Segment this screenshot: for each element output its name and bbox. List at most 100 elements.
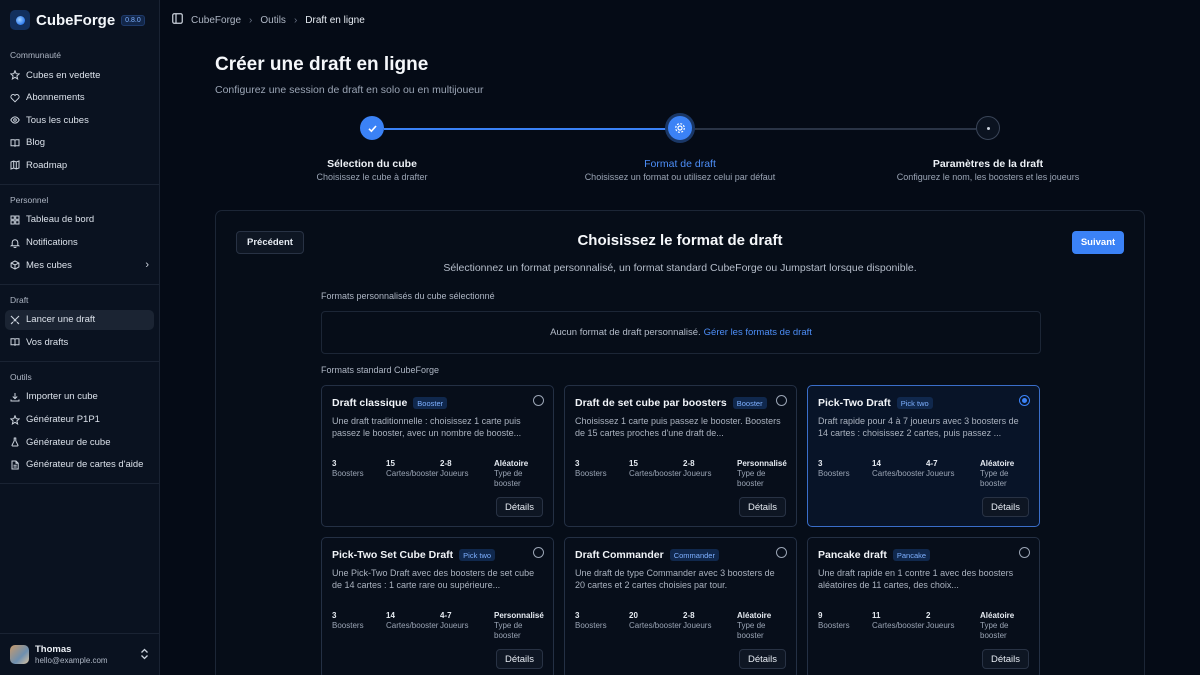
sidebar-item[interactable]: Abonnements bbox=[5, 88, 154, 108]
sidebar-item[interactable]: Notifications bbox=[5, 233, 154, 253]
breadcrumb-item-home[interactable]: CubeForge bbox=[191, 14, 242, 26]
format-radio[interactable] bbox=[776, 547, 787, 558]
step-2-indicator[interactable] bbox=[668, 116, 692, 140]
grid-icon bbox=[10, 215, 20, 225]
stat-type: Personnalisé Type de booster bbox=[494, 611, 544, 641]
sidebar-item-label: Abonnements bbox=[26, 92, 85, 104]
details-button[interactable]: Détails bbox=[981, 497, 1029, 517]
stat-label: Type de booster bbox=[737, 621, 766, 640]
stat-players: 4-7 Joueurs bbox=[440, 611, 468, 631]
sidebar-item-label: Générateur de cube bbox=[26, 436, 111, 448]
stat-boosters: 3 Boosters bbox=[332, 611, 364, 631]
format-radio[interactable] bbox=[533, 395, 544, 406]
format-card[interactable]: Pick-Two Set Cube Draft Pick two Une Pic… bbox=[321, 537, 554, 675]
format-description: Une draft rapide en 1 contre 1 avec des … bbox=[818, 568, 1014, 590]
custom-formats-empty: Aucun format de draft personnalisé. Gére… bbox=[321, 311, 1041, 354]
sidebar-item-label: Générateur P1P1 bbox=[26, 414, 100, 426]
details-button[interactable]: Détails bbox=[495, 497, 543, 517]
book-icon bbox=[10, 138, 20, 148]
heart-icon bbox=[10, 93, 20, 103]
format-title: Draft de set cube par boosters bbox=[575, 397, 727, 409]
stat-cards: 11 Cartes/booster bbox=[872, 611, 924, 631]
format-title: Pick-Two Set Cube Draft bbox=[332, 549, 454, 561]
sidebar-section: Personnel Tableau de bord Notifications Mes… bbox=[0, 185, 159, 285]
sidebar-item[interactable]: Lancer une draft bbox=[5, 309, 154, 330]
stat-value: 20 bbox=[629, 611, 638, 620]
stat-boosters: 9 Boosters bbox=[818, 611, 850, 631]
details-button[interactable]: Détails bbox=[738, 497, 786, 517]
stat-value: 3 bbox=[575, 459, 580, 468]
stat-label: Joueurs bbox=[683, 621, 712, 630]
sidebar-item[interactable]: Blog bbox=[5, 133, 154, 153]
format-radio[interactable] bbox=[1019, 395, 1030, 406]
sidebar-item[interactable]: Importer un cube bbox=[5, 387, 154, 407]
sidebar-toggle-icon[interactable] bbox=[172, 13, 183, 27]
star-icon bbox=[10, 70, 20, 80]
format-panel: Précédent Choisissez le format de draft … bbox=[215, 210, 1145, 675]
details-button[interactable]: Détails bbox=[495, 649, 543, 669]
sidebar-item[interactable]: Mes cubes › bbox=[5, 255, 154, 275]
step-3-indicator[interactable] bbox=[976, 116, 1000, 140]
sidebar-item[interactable]: Tous les cubes bbox=[5, 110, 154, 130]
format-card[interactable]: Draft de set cube par boosters Booster C… bbox=[564, 385, 797, 527]
stat-value: 14 bbox=[872, 459, 881, 468]
format-card[interactable]: Pancake draft Pancake Une draft rapide e… bbox=[807, 537, 1040, 675]
user-menu[interactable]: Thomas hello@example.com bbox=[0, 633, 159, 675]
star-icon bbox=[10, 414, 20, 425]
breadcrumb-item-tools[interactable]: Outils bbox=[260, 14, 286, 26]
format-card[interactable]: Draft Commander Commander Une draft de t… bbox=[564, 537, 797, 675]
format-title: Draft Commander bbox=[575, 549, 664, 561]
step-1-indicator[interactable] bbox=[360, 116, 384, 140]
stat-players: 2 Joueurs bbox=[926, 611, 954, 631]
format-badge: Booster bbox=[732, 397, 767, 409]
sidebar-item[interactable]: Générateur de cartes d'aide bbox=[5, 455, 154, 475]
page-title: Créer une draft en ligne bbox=[215, 54, 429, 75]
user-email: hello@example.com bbox=[35, 656, 108, 665]
step-2-desc: Choisissez un format ou utilisez celui p… bbox=[584, 172, 776, 182]
sidebar-item[interactable]: Tableau de bord bbox=[5, 210, 154, 230]
manage-formats-link[interactable]: Gérer les formats de draft bbox=[703, 327, 812, 338]
stat-boosters: 3 Boosters bbox=[332, 459, 364, 479]
format-description: Draft rapide pour 4 à 7 joueurs avec 3 b… bbox=[818, 416, 1019, 438]
details-button[interactable]: Détails bbox=[738, 649, 786, 669]
format-card[interactable]: Draft classique Booster Une draft tradit… bbox=[321, 385, 554, 527]
stat-players: 2-8 Joueurs bbox=[683, 611, 711, 631]
format-title: Pancake draft bbox=[818, 549, 887, 561]
format-description: Une Pick-Two Draft avec des boosters de … bbox=[332, 568, 535, 590]
cube-icon bbox=[10, 260, 20, 270]
format-description: Choisissez 1 carte puis passez le booste… bbox=[575, 416, 781, 438]
stat-value: 14 bbox=[386, 611, 395, 620]
standard-formats-label: Formats standard CubeForge bbox=[321, 365, 440, 375]
next-button[interactable]: Suivant bbox=[1072, 231, 1124, 254]
format-radio[interactable] bbox=[533, 547, 544, 558]
stat-type: Aléatoire Type de booster bbox=[980, 459, 1024, 489]
stat-players: 2-8 Joueurs bbox=[440, 459, 468, 479]
chevron-up-down-icon[interactable] bbox=[140, 648, 149, 662]
stat-boosters: 3 Boosters bbox=[575, 611, 607, 631]
sidebar-item[interactable]: Roadmap bbox=[5, 155, 154, 175]
sidebar-item[interactable]: Générateur P1P1 bbox=[5, 410, 154, 430]
breadcrumb: CubeForge › Outils › Draft en ligne bbox=[160, 0, 1200, 40]
previous-button[interactable]: Précédent bbox=[236, 231, 304, 254]
brand[interactable]: CubeForge 0.8.0 bbox=[0, 0, 159, 40]
format-radio[interactable] bbox=[776, 395, 787, 406]
file-icon bbox=[10, 460, 20, 470]
chevron-right-icon: › bbox=[293, 14, 298, 26]
format-radio[interactable] bbox=[1019, 547, 1030, 558]
sidebar-item-label: Vos drafts bbox=[26, 336, 69, 348]
stat-label: Type de booster bbox=[980, 621, 1009, 640]
sidebar-item[interactable]: Vos drafts bbox=[5, 332, 154, 352]
stat-value: Aléatoire bbox=[737, 611, 772, 620]
sidebar-item[interactable]: Cubes en vedette bbox=[5, 65, 154, 85]
stat-type: Aléatoire Type de booster bbox=[494, 459, 538, 489]
details-button[interactable]: Détails bbox=[981, 649, 1029, 669]
avatar bbox=[10, 645, 29, 664]
empty-message: Aucun format de draft personnalisé. bbox=[550, 327, 701, 338]
sidebar-section: Communauté Cubes en vedette Abonnements Tou… bbox=[0, 40, 159, 185]
stat-label: Boosters bbox=[332, 469, 364, 478]
format-card[interactable]: Pick-Two Draft Pick two Draft rapide pou… bbox=[807, 385, 1040, 527]
main-content: Créer une draft en ligne Configurez une … bbox=[160, 40, 1200, 675]
sidebar-item[interactable]: Générateur de cube bbox=[5, 432, 154, 452]
sidebar-item-label: Roadmap bbox=[26, 159, 68, 171]
stat-cards: 15 Cartes/booster bbox=[629, 459, 681, 479]
